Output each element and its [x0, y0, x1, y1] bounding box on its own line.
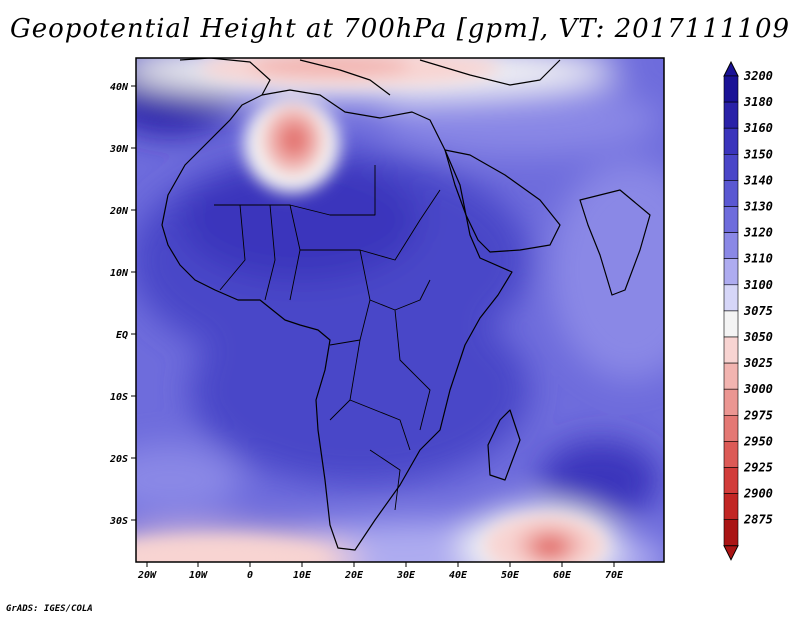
arabia-coastline: [444, 149, 561, 253]
lon-label: 10E: [293, 570, 312, 581]
grads-credit: GrADS: IGES/COLA: [6, 604, 93, 614]
colorbar-label: 3200: [743, 69, 773, 83]
map-frame: [135, 57, 665, 563]
india-coastline: [579, 189, 651, 296]
lon-label: 10W: [189, 570, 208, 581]
lon-label: 70E: [605, 570, 624, 581]
lon-label: 40E: [449, 570, 468, 581]
madagascar-coastline: [487, 409, 521, 481]
colorbar-min-arrow: [723, 545, 739, 561]
africa-coastline: [161, 89, 513, 551]
colorbar-label: 3180: [743, 95, 773, 109]
colorbar-label: 3120: [743, 226, 773, 240]
colorbar-swatch: [723, 101, 739, 129]
coastlines: [161, 58, 651, 551]
lat-label: 20S: [109, 454, 128, 465]
colorbar-swatch: [723, 388, 739, 416]
lat-label: 30S: [109, 516, 128, 527]
colorbar-swatch: [723, 154, 739, 181]
colorbar-label: 2975: [743, 408, 773, 422]
colorbar-label: 3025: [743, 356, 773, 370]
colorbar-swatch: [723, 258, 739, 286]
colorbar-label: 3140: [743, 173, 773, 187]
colorbar-label: 3000: [743, 382, 773, 396]
colorbar-swatch: [723, 519, 739, 547]
colorbar-label: 3130: [743, 200, 773, 214]
colorbar-label: 3075: [743, 304, 773, 318]
colorbar-label: 2875: [743, 513, 773, 527]
map-title: Geopotential Height at 700hPa [gpm], VT:…: [9, 14, 791, 44]
lon-label: 0: [247, 570, 253, 581]
colorbar-swatch: [723, 414, 739, 442]
colorbar-label: 2925: [743, 461, 773, 475]
colorbar-max-arrow: [723, 60, 739, 77]
lat-label: EQ: [116, 330, 128, 341]
colorbar-swatch: [723, 284, 739, 312]
colorbar-label: 3050: [743, 330, 773, 344]
colorbar-swatch: [723, 336, 739, 364]
colorbar-label: 2950: [743, 434, 773, 448]
height-field: [136, 58, 664, 562]
colorbar-swatch: [723, 206, 739, 233]
colorbar-label: 3160: [743, 121, 773, 135]
lon-label: 20E: [344, 570, 364, 581]
lon-label: 30E: [396, 570, 416, 581]
lat-label: 10S: [110, 392, 128, 403]
lat-label: 10N: [110, 268, 129, 279]
colorbar-swatch: [723, 310, 739, 338]
colorbar-swatch: [723, 232, 739, 260]
colorbar-label: 3110: [743, 252, 773, 266]
lon-label: 60E: [553, 570, 572, 581]
lat-label: 30N: [109, 144, 129, 155]
colorbar-label: 3150: [743, 147, 773, 161]
colorbar-label: 3100: [743, 278, 773, 292]
lon-axis: 20W 10W 0 10E 20E 30E 40E 50E 60E 70E: [137, 562, 624, 581]
lat-axis: 40N 30N 20N 10N EQ 10S 20S 30S: [109, 82, 136, 527]
colorbar: 3200 3180 3160 3150 3140 3130 3120 3110 3100 3075…: [723, 60, 773, 561]
lon-label: 20W: [137, 570, 157, 581]
colorbar-swatch: [723, 493, 739, 521]
colorbar-swatch: [723, 362, 739, 390]
colorbar-swatch: [723, 467, 739, 494]
colorbar-swatch: [723, 127, 739, 155]
lat-label: 20N: [109, 206, 129, 217]
lon-label: 50E: [501, 570, 520, 581]
colorbar-swatch: [723, 75, 739, 103]
colorbar-swatch: [723, 180, 739, 207]
lat-label: 40N: [110, 82, 129, 93]
colorbar-label: 2900: [743, 487, 773, 501]
borders: [214, 165, 441, 511]
colorbar-swatch: [723, 441, 739, 468]
